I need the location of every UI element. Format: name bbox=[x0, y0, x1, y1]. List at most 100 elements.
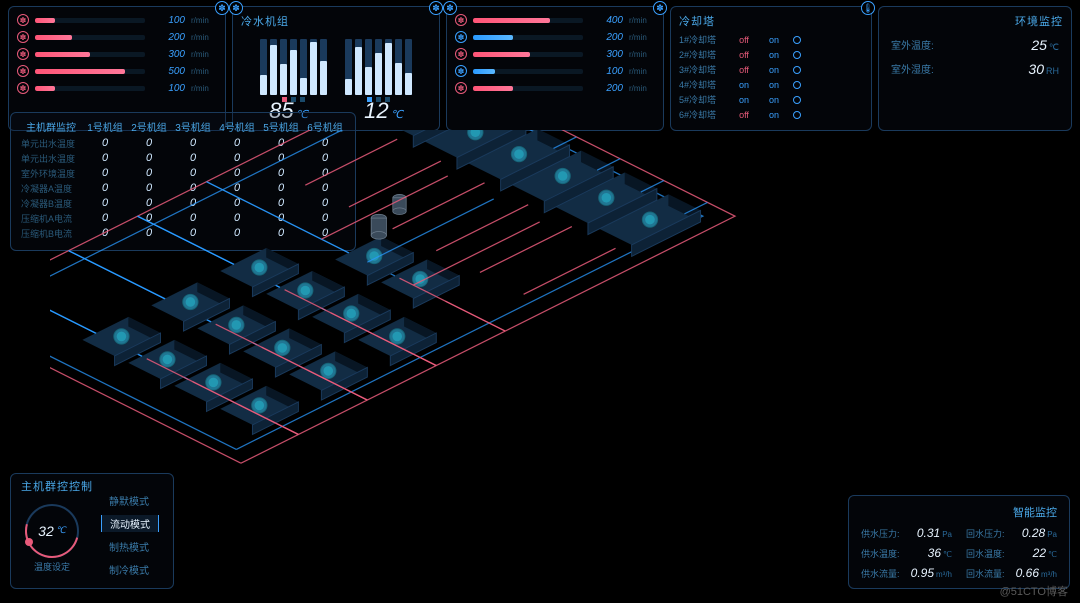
lamp-icon bbox=[793, 81, 801, 89]
mode-list: 静默模式流动模式制热模式制冷模式 bbox=[101, 492, 159, 578]
env-panel: 环境监控 室外温度:25℃ 室外湿度:30RH bbox=[878, 6, 1072, 131]
fan-icon: ✽ bbox=[429, 1, 443, 15]
env-label: 室外湿度: bbox=[891, 61, 934, 77]
gauge-row: ✽ 100 r/min bbox=[17, 13, 217, 27]
env-row: 室外温度:25℃ bbox=[891, 37, 1059, 53]
gauge-bar bbox=[473, 86, 583, 91]
tower-state-b[interactable]: on bbox=[763, 110, 785, 120]
tower-row: 6#冷却塔offon bbox=[679, 108, 863, 121]
gauge-unit: r/min bbox=[629, 67, 655, 76]
watermark: @51CTO博客 bbox=[1000, 583, 1068, 599]
gauge-value: 200 bbox=[589, 32, 623, 43]
mode-item[interactable]: 制冷模式 bbox=[101, 561, 159, 578]
gauge-bar bbox=[35, 86, 145, 91]
tower-label: 2#冷却塔 bbox=[679, 48, 725, 61]
fan-icon: ✽ bbox=[17, 82, 29, 94]
gauge-unit: r/min bbox=[191, 33, 217, 42]
env-row: 室外湿度:30RH bbox=[891, 61, 1059, 77]
tower-row: 3#冷却塔 offon bbox=[679, 63, 863, 76]
fan-icon: ✽ bbox=[455, 48, 467, 60]
thermometer-icon: 🌡 bbox=[861, 1, 875, 15]
gauge-row: ✽100r/min bbox=[17, 81, 217, 95]
gauge-value: 300 bbox=[589, 49, 623, 60]
tower-state-b[interactable]: on bbox=[763, 95, 785, 105]
fan-icon: ✽ bbox=[229, 1, 243, 15]
gauge-row: ✽ 400 r/min bbox=[455, 13, 655, 27]
tower-label: 3#冷却塔 bbox=[679, 63, 725, 76]
smart-title: 智能监控 bbox=[861, 504, 1057, 520]
fan-icon: ✽ bbox=[653, 1, 667, 15]
mode-item[interactable]: 流动模式 bbox=[101, 515, 159, 532]
tower-state-a[interactable]: off bbox=[733, 50, 755, 60]
tower-state-b[interactable]: on bbox=[763, 80, 785, 90]
gauge-bar bbox=[473, 35, 583, 40]
tower-row: 2#冷却塔 offon bbox=[679, 48, 863, 61]
tower-state-a[interactable]: off bbox=[733, 110, 755, 120]
gauge-unit: r/min bbox=[191, 50, 217, 59]
smart-cell: 供水流量:0.95m³/h bbox=[861, 566, 952, 580]
gauge-unit: r/min bbox=[629, 84, 655, 93]
gauge-unit: r/min bbox=[629, 50, 655, 59]
gauge-value: 100 bbox=[151, 15, 185, 26]
fan-icon: ✽ bbox=[17, 65, 29, 77]
tower-row: 5#冷却塔onon bbox=[679, 93, 863, 106]
tower-state-b[interactable]: on bbox=[763, 35, 785, 45]
fan-icon: ✽ bbox=[215, 1, 229, 15]
tower-state-a[interactable]: off bbox=[733, 65, 755, 75]
fan-icon: ✽ bbox=[455, 14, 467, 26]
isometric-diagram bbox=[50, 130, 1060, 513]
tower-row: 1#冷却塔offon bbox=[679, 33, 863, 46]
tower-state-a[interactable]: on bbox=[733, 80, 755, 90]
gauge-bar bbox=[35, 69, 145, 74]
tower-state-a[interactable]: off bbox=[733, 35, 755, 45]
fan-icon: ✽ bbox=[443, 1, 457, 15]
gauge-value: 200 bbox=[151, 32, 185, 43]
gauge-bar bbox=[473, 18, 583, 23]
control-panel: 主机群控控制 32℃ 温度设定 静默模式流动模式制热模式制冷模式 bbox=[10, 473, 174, 589]
gauge-row: ✽200r/min bbox=[455, 81, 655, 95]
fan-icon: ✽ bbox=[455, 82, 467, 94]
gauge-bar bbox=[473, 69, 583, 74]
fan-icon: ✽ bbox=[17, 14, 29, 26]
smart-cell: 回水流量:0.66m³/h bbox=[966, 566, 1057, 580]
tower-state-b[interactable]: on bbox=[763, 65, 785, 75]
chiller-title: 冷水机组 bbox=[241, 13, 431, 29]
smart-cell: 供水压力:0.31Pa bbox=[861, 526, 952, 540]
bars-right bbox=[345, 33, 412, 95]
lamp-icon bbox=[793, 51, 801, 59]
gauge-row: ✽ 100 r/min bbox=[455, 64, 655, 78]
control-title: 主机群控控制 bbox=[21, 478, 93, 494]
env-title: 环境监控 bbox=[887, 13, 1063, 29]
gauge-unit: r/min bbox=[191, 67, 217, 76]
fan-icon: ✽ bbox=[455, 31, 467, 43]
mode-item[interactable]: 静默模式 bbox=[101, 492, 159, 509]
fan-icon: ✽ bbox=[455, 65, 467, 77]
cooling-tower-panel: 🌡 冷却塔 1#冷却塔offon2#冷却塔offon3#冷却塔offon4#冷却… bbox=[670, 6, 872, 131]
gauge-value: 300 bbox=[151, 49, 185, 60]
tower-title: 冷却塔 bbox=[679, 13, 863, 29]
gauge-row: ✽ 300 r/min bbox=[17, 47, 217, 61]
smart-cell: 回水压力:0.28Pa bbox=[966, 526, 1057, 540]
tower-state-a[interactable]: on bbox=[733, 95, 755, 105]
gauge-unit: r/min bbox=[629, 33, 655, 42]
gauge-row: ✽ 200 r/min bbox=[17, 30, 217, 44]
lamp-icon bbox=[793, 36, 801, 44]
gauge-unit: r/min bbox=[629, 16, 655, 25]
gauge-bar bbox=[35, 18, 145, 23]
gauge-value: 400 bbox=[589, 15, 623, 26]
mode-item[interactable]: 制热模式 bbox=[101, 538, 159, 555]
gauge-bar bbox=[35, 52, 145, 57]
gauge-unit: r/min bbox=[191, 16, 217, 25]
fan-icon: ✽ bbox=[17, 48, 29, 60]
tower-row: 4#冷却塔 onon bbox=[679, 78, 863, 91]
tower-label: 4#冷却塔 bbox=[679, 78, 725, 91]
gauge-bar bbox=[35, 35, 145, 40]
gauge-value: 100 bbox=[589, 66, 623, 77]
env-label: 室外温度: bbox=[891, 37, 934, 53]
temperature-dial[interactable]: 32℃ 温度设定 bbox=[25, 500, 79, 573]
tower-state-b[interactable]: on bbox=[763, 50, 785, 60]
lamp-icon bbox=[793, 111, 801, 119]
fan-icon: ✽ bbox=[17, 31, 29, 43]
lamp-icon bbox=[793, 96, 801, 104]
lamp-icon bbox=[793, 66, 801, 74]
